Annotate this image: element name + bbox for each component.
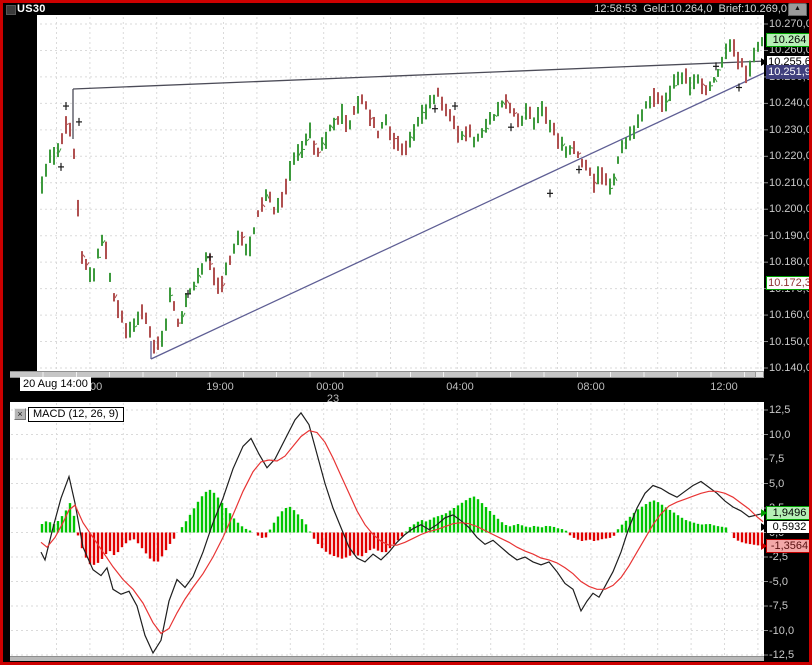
- price-axis-label: 10.210,0: [769, 176, 812, 189]
- macd-value-marker: 1,9496: [761, 506, 809, 521]
- price-axis-label: 10.220,0: [769, 150, 812, 163]
- macd-chart-surface[interactable]: [10, 402, 764, 656]
- price-axis-label: 10.270,0: [769, 18, 812, 30]
- time-axis-label: 04:00: [446, 381, 474, 393]
- macd-axis-label: 5,0: [769, 477, 785, 490]
- price-chart-surface[interactable]: [37, 15, 764, 371]
- close-indicator-button[interactable]: ×: [14, 408, 26, 420]
- chart-scrollbar[interactable]: [10, 371, 764, 378]
- marker-arrow-icon: [761, 522, 767, 531]
- time-axis-label: 08:00: [577, 381, 605, 393]
- bid-quote: Geld:10.264,0: [643, 3, 713, 15]
- chart-scrollbar-end[interactable]: [755, 371, 764, 378]
- macd-axis-label: -2,5: [769, 551, 788, 563]
- time-axis-label: 12:00: [710, 381, 738, 393]
- macd-axis-label: 7,5: [769, 453, 785, 465]
- server-time: 12:58:53: [594, 3, 638, 15]
- quote-display: 12:58:53 Geld:10.264,0 Brief:10.269,0: [594, 3, 787, 15]
- price-axis-label: 10.160,0: [769, 309, 812, 322]
- macd-axis-label: -5,0: [769, 575, 788, 588]
- date-label: 23: [326, 393, 340, 405]
- low-price-marker: 10.172,3: [766, 275, 809, 290]
- price-axis-label: 10.180,0: [769, 256, 812, 269]
- marker-arrow-icon: [761, 509, 767, 518]
- price-axis-label: 10.140,0: [769, 362, 812, 374]
- time-tooltip: 20 Aug 14:00: [20, 377, 91, 391]
- price-axis-label: 10.230,0: [769, 123, 812, 136]
- marker-arrow-icon: [761, 541, 767, 550]
- macd-low-value-marker: -1,3564: [761, 538, 809, 553]
- ask-quote: Brief:10.269,0: [718, 3, 788, 15]
- price-axis-label: 10.260,0: [769, 44, 812, 57]
- time-axis-label: 19:00: [206, 381, 234, 393]
- lower-trendline-price-marker: 10.251,9: [766, 64, 809, 79]
- window-icon: [6, 5, 16, 15]
- collapse-button[interactable]: ▲: [788, 3, 807, 16]
- symbol-title: US30: [17, 3, 46, 15]
- title-bar: US30 12:58:53 Geld:10.264,0 Brief:10.269…: [3, 3, 809, 16]
- macd-indicator-label: MACD (12, 26, 9): [28, 407, 124, 422]
- macd-mid-value-marker: 0,5932: [761, 519, 809, 534]
- time-axis-label: 00:00: [316, 381, 344, 393]
- macd-axis-label: 12,5: [769, 404, 791, 416]
- axis-ticks: [764, 23, 768, 656]
- macd-axis-label: -10,0: [769, 624, 795, 637]
- bottom-sunken-border: [10, 656, 764, 661]
- price-axis-label: 10.200,0: [769, 203, 812, 216]
- price-axis-label: 10.240,0: [769, 97, 812, 110]
- last-price-marker: 10.264: [766, 32, 809, 47]
- macd-axis-label: -7,5: [769, 600, 788, 612]
- macd-axis-label: 10,0: [769, 428, 791, 441]
- marker-arrow-icon: [761, 58, 767, 67]
- macd-axis-label: -12,5: [769, 649, 795, 661]
- price-axis-label: 10.190,0: [769, 229, 812, 242]
- price-axis-label: 10.150,0: [769, 335, 812, 348]
